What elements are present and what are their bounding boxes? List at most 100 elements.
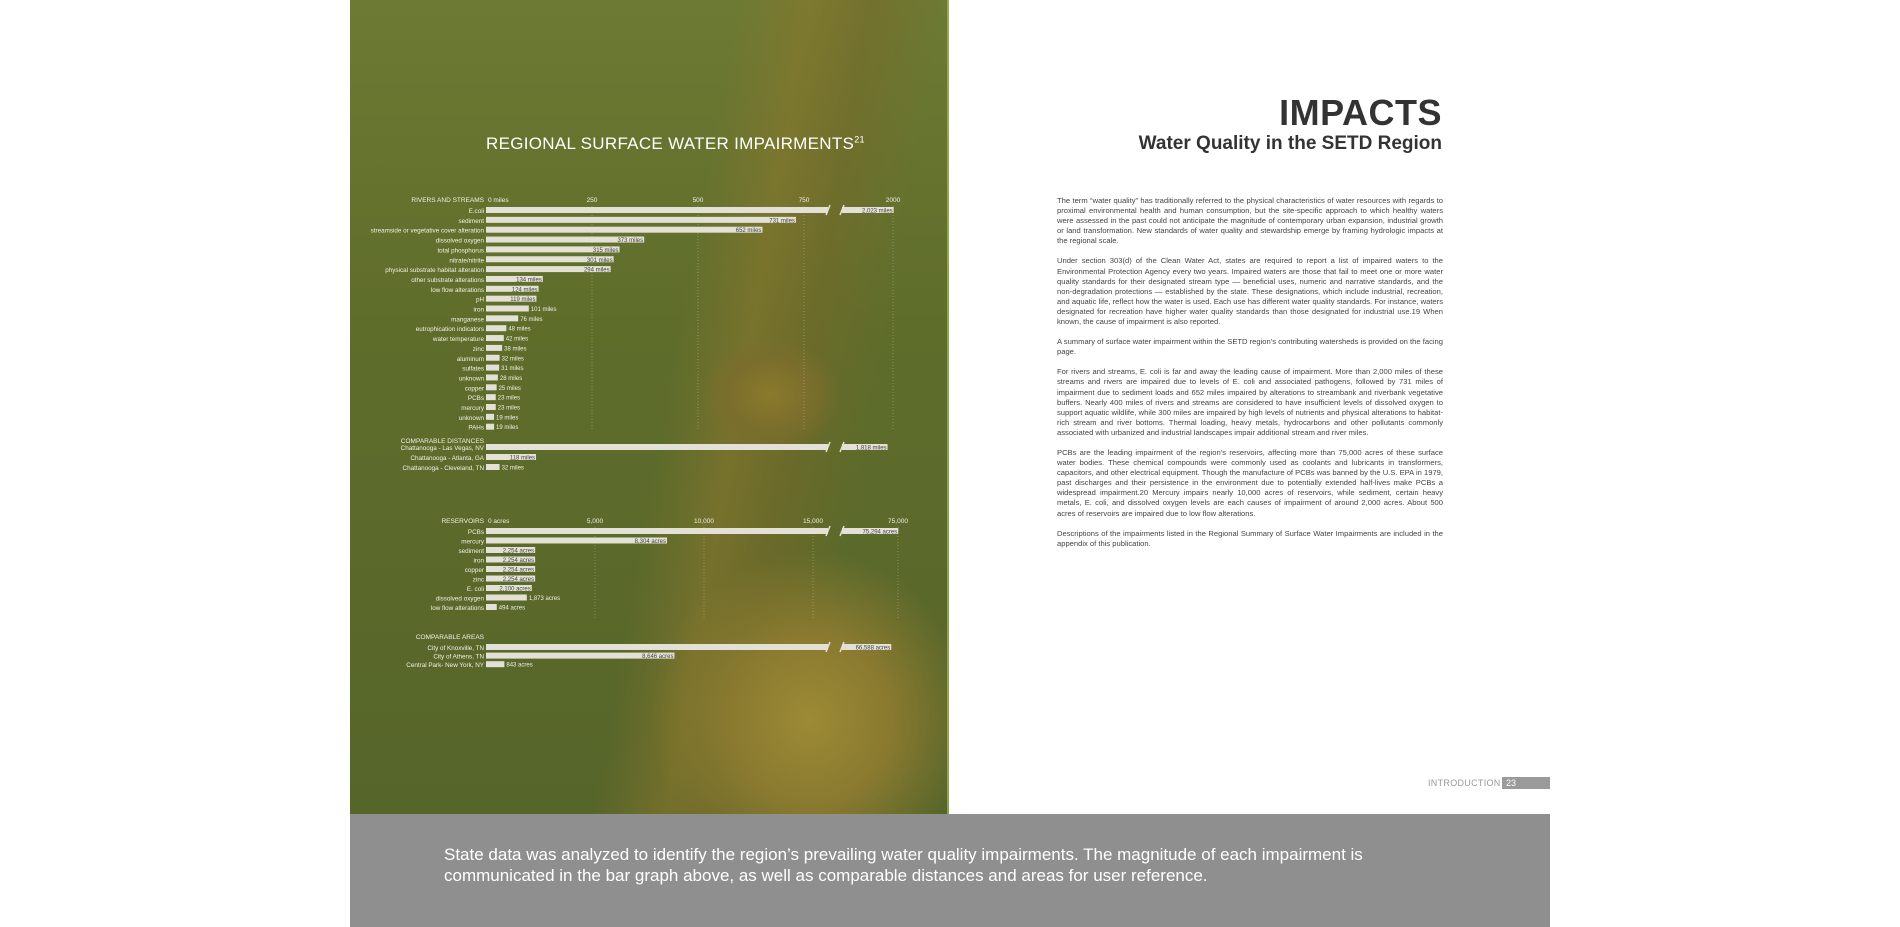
page-title: IMPACTS [1279,92,1442,133]
bar [486,335,504,342]
axis-tick-label: 5,000 [587,518,604,525]
bar [486,354,500,361]
value-label: 373 miles [617,238,643,244]
bar [486,325,507,332]
section-label: RIVERS AND STREAMS [411,197,484,204]
category-label: iron [474,307,485,314]
category-label: physical substrate habitat alteration [385,267,484,274]
category-label: E. coli [467,586,484,593]
axis-break-mark [839,204,845,216]
paragraph: For rivers and streams, E. coli is far a… [1057,367,1443,437]
value-label: 32 miles [502,466,524,472]
paragraph: Descriptions of the impairments listed i… [1057,528,1443,548]
value-label: 2,254 acres [503,558,534,564]
value-label: 843 acres [506,663,532,669]
category-label: nitrate/nitrite [449,257,484,264]
bar [486,394,496,401]
category-label: zinc [473,346,484,353]
bar [486,266,611,273]
bar [486,528,828,534]
bar [486,644,828,650]
bar [486,423,495,430]
axis-break-mark [839,441,845,453]
bar [486,413,495,420]
aerial-water-photo [350,0,949,814]
axis-tick-label: 750 [799,197,810,204]
value-label: 8,646 acres [642,654,673,660]
bar [486,226,763,233]
value-label: 119 miles [510,297,535,303]
bar-continued [842,644,892,650]
axis-break-mark [839,525,845,537]
category-label: sediment [458,548,484,555]
bar [486,594,527,601]
category-label: total phosphorus [437,247,484,254]
bar [486,315,519,322]
category-label: sulfates [462,366,484,373]
category-label: Chattanooga - Atlanta, GA [410,455,484,462]
category-label: Chattanooga - Las Vegas, NV [401,445,485,452]
category-label: aluminum [457,356,484,363]
bar [486,344,503,351]
category-label: dissolved oxygen [436,238,485,245]
axis-break-mark [839,641,845,653]
value-label: 652 miles [736,228,762,234]
bar [486,661,505,668]
value-label: 134 miles [516,277,542,283]
value-label: 25 miles [499,386,521,392]
value-label: 42 miles [506,337,528,343]
category-label: water temperature [432,336,485,343]
value-label: 294 miles [584,268,610,274]
axis-break-mark [825,641,831,653]
bar [486,575,536,582]
bar [486,444,828,450]
value-label: 8,304 acres [635,539,666,545]
axis-tick-label: 0 miles [488,197,509,204]
category-label: mercury [461,405,485,412]
page-number: 23 [1502,777,1550,789]
value-label: 19 miles [496,425,518,431]
bar [486,454,537,460]
chart-title-text: REGIONAL SURFACE WATER IMPAIRMENTS [486,134,855,153]
bar [486,374,498,381]
category-label: PCBs [468,529,484,536]
category-label: E.coli [469,208,484,215]
category-label: copper [465,385,484,392]
axis-tick-label: 250 [587,197,598,204]
bar [486,652,675,659]
value-label: 23 miles [498,406,520,412]
bar [486,537,668,544]
bar [486,384,497,391]
paragraph: PCBs are the leading impairment of the r… [1057,447,1443,518]
category-label: Central Park- New York, NY [406,662,484,669]
category-label: PAHs [468,425,484,432]
category-label: unknown [459,415,485,422]
category-label: pH [476,297,485,304]
value-label: 2,023 miles [862,209,893,215]
chart-title: REGIONAL SURFACE WATER IMPAIRMENTS21 [486,134,865,154]
value-label: 124 miles [512,287,538,293]
value-label: 1,873 acres [529,596,560,602]
value-label: 31 miles [501,366,523,372]
category-label: City of Athens, TN [433,654,484,661]
footnote-ref: 21 [854,134,865,145]
section-label: RESERVOIRS [441,518,484,525]
value-label: 731 miles [769,218,795,224]
category-label: other substrate alterations [411,277,484,284]
paragraph: Under section 303(d) of the Clean Water … [1057,256,1443,327]
axis-tick-label: 10,000 [694,518,714,525]
bar [486,364,500,371]
value-label: 19 miles [496,415,518,421]
section-label: INTRODUCTION [1428,778,1501,788]
axis-break-mark [825,525,831,537]
category-label: PCBs [468,395,484,402]
category-label: iron [474,558,485,565]
caption-band: State data was analyzed to identify the … [350,814,1550,927]
category-label: sediment [458,218,484,225]
category-label: unknown [459,375,485,382]
bar [486,556,536,563]
bar [486,236,645,243]
bar-continued [842,444,888,450]
axis-break-mark [825,441,831,453]
value-label: 2,100 acres [499,587,530,593]
